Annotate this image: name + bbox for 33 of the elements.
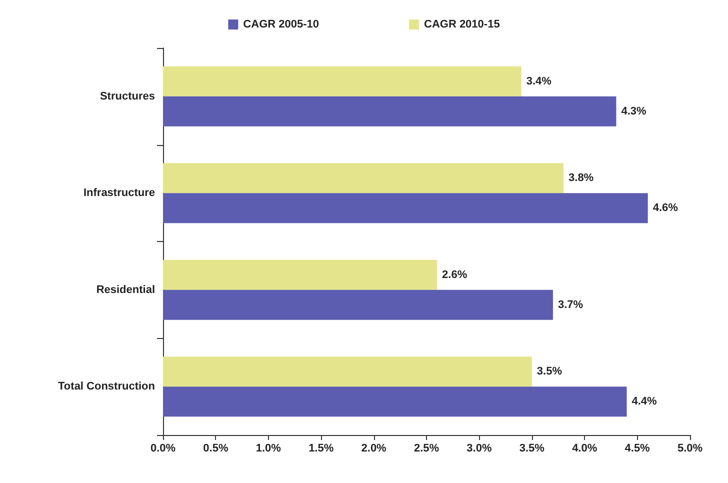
data-label: 4.4% — [632, 396, 658, 408]
bar — [163, 96, 616, 126]
data-label: 3.4% — [526, 75, 552, 88]
x-tick-label: 3.5% — [519, 442, 545, 454]
x-tick-label: 2.5% — [414, 442, 440, 454]
x-tick-label: 3.0% — [466, 442, 492, 454]
x-tick-label: 1.5% — [308, 442, 334, 454]
bar — [163, 163, 564, 194]
bar — [163, 386, 627, 417]
x-tick-label: 4.0% — [572, 442, 598, 454]
x-tick-label: 0.0% — [150, 442, 176, 454]
data-label: 3.7% — [558, 298, 584, 311]
x-tick-label: 4.5% — [624, 442, 650, 454]
y-tick-label: Infrastructure — [83, 187, 155, 200]
data-label: 4.6% — [652, 202, 678, 214]
data-label: 4.3% — [621, 105, 647, 118]
y-tick-label: Total Construction — [58, 380, 156, 393]
bar — [163, 193, 648, 224]
bar — [163, 260, 438, 290]
bar — [163, 356, 532, 387]
x-tick-label: 1.0% — [256, 442, 282, 454]
x-tick-label: 0.5% — [203, 442, 228, 454]
data-label: 3.5% — [536, 366, 562, 378]
y-tick-label: Residential — [96, 284, 155, 296]
bar — [163, 290, 553, 320]
bar — [163, 66, 522, 96]
data-label: 2.6% — [442, 268, 468, 281]
y-tick-label: Structures — [100, 90, 155, 102]
x-tick-label: 2.0% — [361, 442, 387, 454]
legend-label: CAGR 2005-10 — [243, 18, 320, 30]
x-tick-label: 5.0% — [677, 442, 703, 454]
legend-label: CAGR 2010-15 — [424, 18, 500, 30]
data-label: 3.8% — [568, 172, 594, 184]
